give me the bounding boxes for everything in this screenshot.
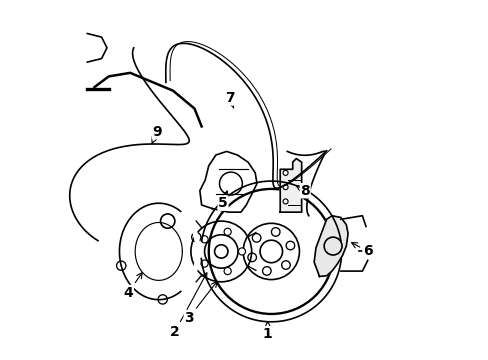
Circle shape xyxy=(283,170,287,175)
Circle shape xyxy=(201,260,208,267)
Text: 4: 4 xyxy=(123,273,142,300)
Circle shape xyxy=(252,234,261,242)
Circle shape xyxy=(201,236,208,243)
Text: 8: 8 xyxy=(296,184,309,198)
Circle shape xyxy=(281,261,290,269)
Circle shape xyxy=(224,228,231,235)
Text: 7: 7 xyxy=(225,91,235,108)
Circle shape xyxy=(271,228,280,236)
Circle shape xyxy=(238,248,245,255)
Circle shape xyxy=(224,267,231,275)
Circle shape xyxy=(283,199,287,204)
Text: 2: 2 xyxy=(170,273,206,339)
Circle shape xyxy=(247,253,256,262)
Polygon shape xyxy=(280,158,301,212)
Circle shape xyxy=(262,267,270,275)
Text: 6: 6 xyxy=(351,243,372,258)
Polygon shape xyxy=(313,216,347,276)
Circle shape xyxy=(285,241,294,250)
Text: 3: 3 xyxy=(184,282,217,324)
Text: 1: 1 xyxy=(263,321,272,341)
Text: 5: 5 xyxy=(218,191,227,210)
Text: 9: 9 xyxy=(151,125,162,143)
Circle shape xyxy=(283,185,287,190)
